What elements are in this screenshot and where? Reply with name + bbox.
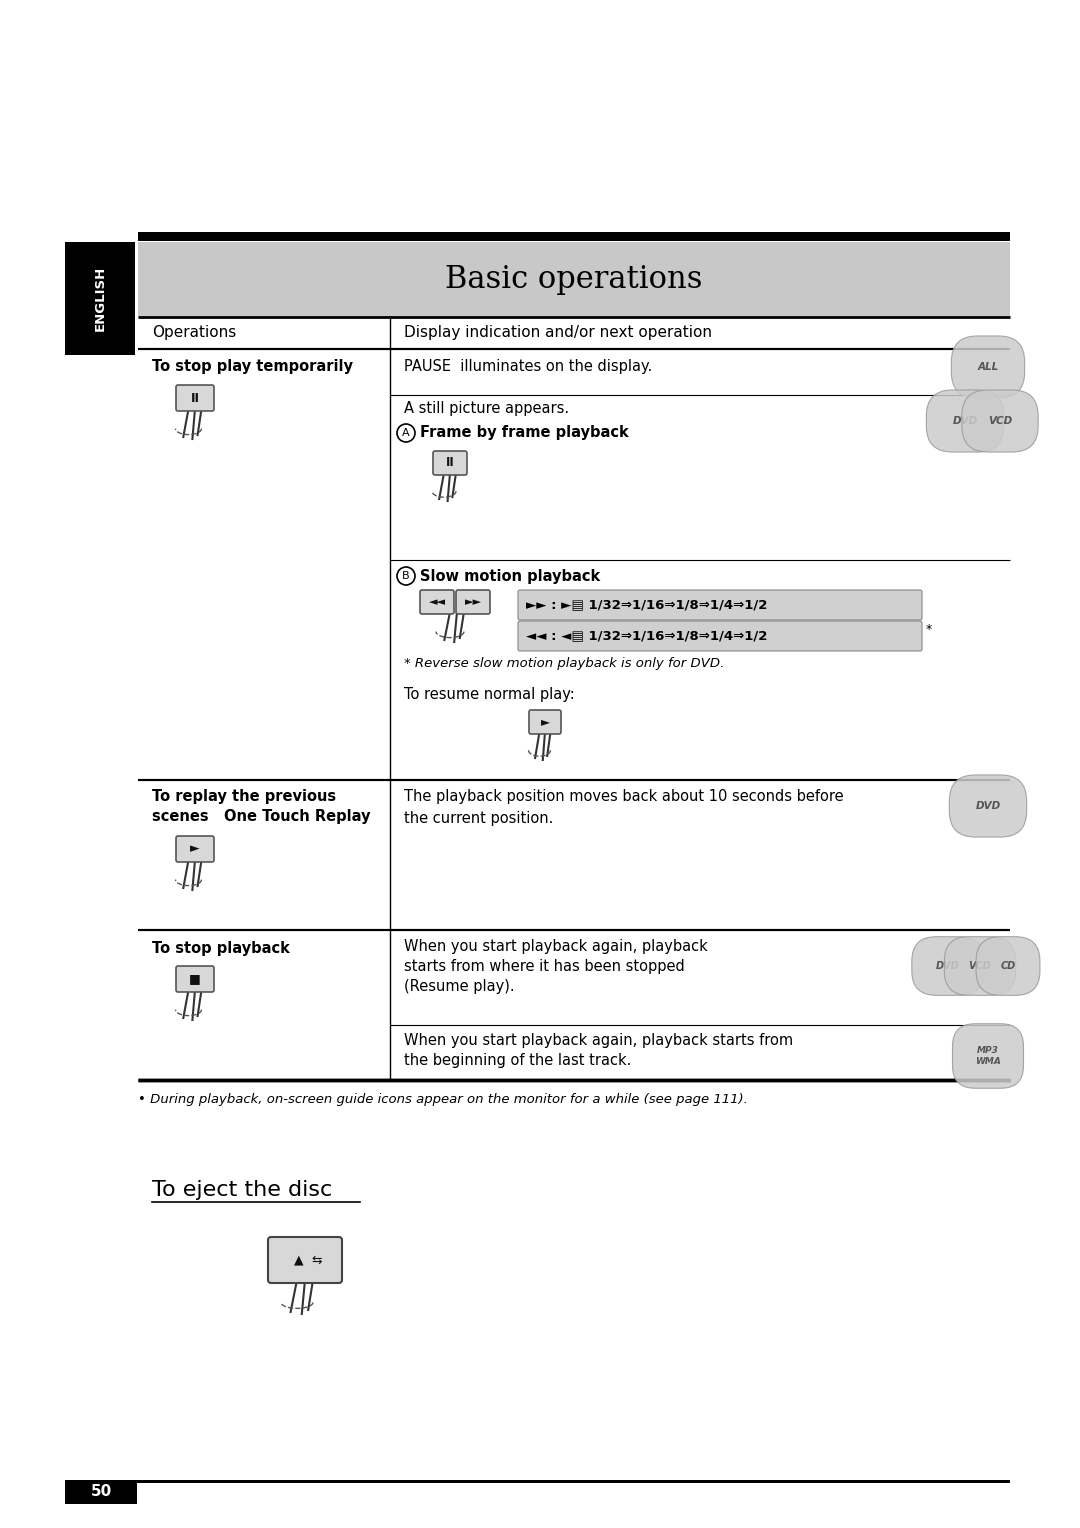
Bar (65, 1481, 1010, 1484)
Text: To replay the previous: To replay the previous (152, 788, 336, 804)
FancyBboxPatch shape (518, 590, 922, 620)
FancyBboxPatch shape (433, 451, 467, 475)
Text: II: II (190, 391, 200, 405)
Text: ►►: ►► (464, 597, 482, 607)
Text: (Resume play).: (Resume play). (404, 978, 515, 993)
Text: ENGLISH: ENGLISH (94, 266, 107, 332)
Bar (138, 241, 1010, 316)
Text: To stop playback: To stop playback (152, 941, 289, 955)
Bar (138, 232, 1010, 241)
Text: ►► : ►▤ 1/32⇒1/16⇒1/8⇒1/4⇒1/2: ►► : ►▤ 1/32⇒1/16⇒1/8⇒1/4⇒1/2 (526, 599, 768, 611)
FancyBboxPatch shape (456, 590, 490, 614)
Text: B: B (402, 571, 409, 581)
Text: *: * (926, 623, 932, 636)
Text: ►: ► (540, 715, 550, 729)
Text: MP3
WMA: MP3 WMA (975, 1047, 1001, 1065)
Text: ◄◄ : ◄▤ 1/32⇒1/16⇒1/8⇒1/4⇒1/2: ◄◄ : ◄▤ 1/32⇒1/16⇒1/8⇒1/4⇒1/2 (526, 630, 768, 642)
Text: To stop play temporarily: To stop play temporarily (152, 359, 353, 374)
Text: starts from where it has been stopped: starts from where it has been stopped (404, 958, 685, 973)
FancyBboxPatch shape (420, 590, 454, 614)
FancyBboxPatch shape (176, 836, 214, 862)
Text: ■: ■ (189, 972, 201, 986)
Text: Operations: Operations (152, 325, 237, 341)
Text: ◄◄: ◄◄ (429, 597, 446, 607)
Text: DVD: DVD (953, 416, 977, 426)
Text: VCD: VCD (969, 961, 991, 970)
Text: ALL: ALL (977, 362, 999, 371)
Text: Display indication and/or next operation: Display indication and/or next operation (404, 325, 712, 341)
Text: Basic operations: Basic operations (445, 264, 703, 295)
FancyBboxPatch shape (176, 966, 214, 992)
FancyBboxPatch shape (529, 711, 561, 733)
Text: Frame by frame playback: Frame by frame playback (420, 425, 629, 440)
Text: the current position.: the current position. (404, 810, 553, 825)
Text: ⇆: ⇆ (312, 1253, 322, 1267)
Text: the beginning of the last track.: the beginning of the last track. (404, 1053, 632, 1068)
FancyBboxPatch shape (176, 385, 214, 411)
Text: Slow motion playback: Slow motion playback (420, 568, 600, 584)
Text: scenes   One Touch Replay: scenes One Touch Replay (152, 808, 370, 824)
Text: • During playback, on-screen guide icons appear on the monitor for a while (see : • During playback, on-screen guide icons… (138, 1094, 747, 1106)
Text: 50: 50 (91, 1485, 111, 1499)
Text: To eject the disc: To eject the disc (152, 1180, 333, 1199)
Bar (65, 1481, 137, 1504)
Text: DVD: DVD (975, 801, 1001, 811)
Text: ▲: ▲ (294, 1253, 303, 1267)
Text: DVD: DVD (936, 961, 960, 970)
FancyBboxPatch shape (268, 1238, 342, 1284)
Text: A: A (402, 428, 409, 439)
Text: II: II (446, 457, 455, 469)
Text: The playback position moves back about 10 seconds before: The playback position moves back about 1… (404, 788, 843, 804)
Text: ►: ► (190, 842, 200, 856)
Text: When you start playback again, playback starts from: When you start playback again, playback … (404, 1033, 793, 1048)
Bar (65, 241, 135, 354)
Text: To resume normal play:: To resume normal play: (404, 688, 575, 703)
Text: PAUSE  illuminates on the display.: PAUSE illuminates on the display. (404, 359, 652, 374)
Text: A still picture appears.: A still picture appears. (404, 402, 569, 417)
Text: CD: CD (1000, 961, 1015, 970)
Text: When you start playback again, playback: When you start playback again, playback (404, 938, 707, 953)
Text: * Reverse slow motion playback is only for DVD.: * Reverse slow motion playback is only f… (404, 657, 725, 671)
FancyBboxPatch shape (518, 620, 922, 651)
Text: VCD: VCD (988, 416, 1012, 426)
